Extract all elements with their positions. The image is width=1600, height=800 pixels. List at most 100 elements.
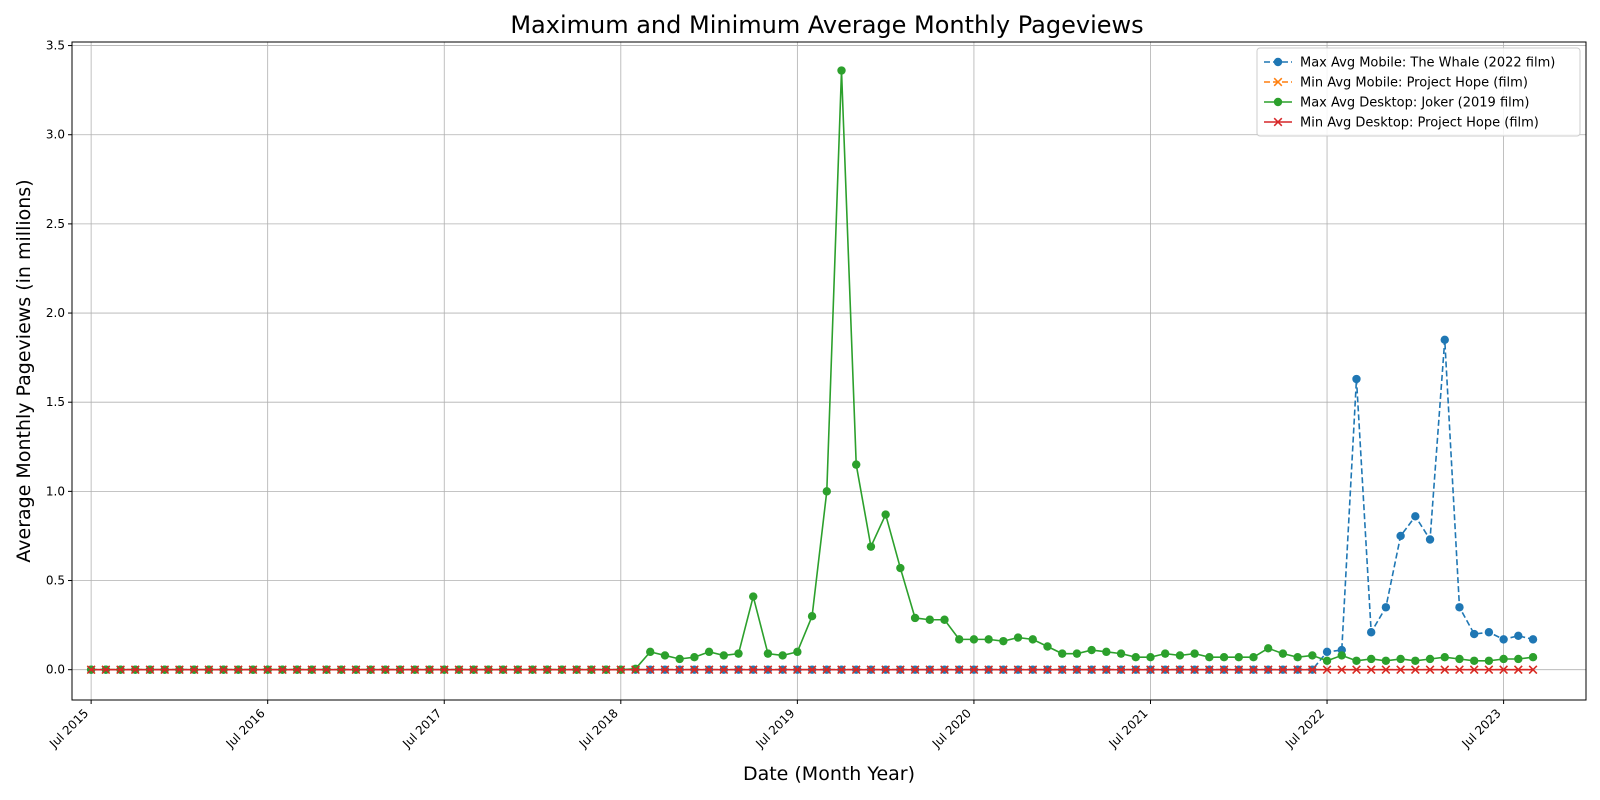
data-point [1308,651,1317,660]
data-point [1072,665,1082,675]
data-point [822,487,831,496]
data-point [1322,665,1332,675]
data-point [616,665,626,675]
data-point-stroke [1219,665,1229,675]
data-point [1043,642,1052,651]
data-point [1175,665,1185,675]
data-point [351,665,361,675]
data-point [1146,665,1155,675]
data-point [292,665,302,675]
data-point [542,665,552,675]
data-point [336,665,346,675]
data-point-stroke [189,665,199,675]
data-point-stroke [631,665,640,675]
data-point-stroke [1013,665,1023,675]
data-point-stroke [1043,665,1052,675]
data-point [1528,653,1538,662]
data-point-stroke [557,665,567,675]
y-tick-label: 2.0 [46,306,65,320]
data-point [1396,665,1405,675]
data-point [807,611,817,621]
data-point [1440,653,1449,662]
data-point [1425,665,1435,675]
data-point [704,665,714,675]
series-layer [86,66,1538,675]
data-point-stroke [778,665,787,675]
data-point [881,510,890,519]
plot-area-frame [71,41,1587,701]
data-point-stroke [1308,665,1317,675]
data-point-stroke [954,665,964,675]
data-point [484,665,493,675]
data-point-stroke [542,665,552,675]
data-point [1352,656,1361,665]
data-point-stroke [1190,665,1199,675]
data-point [837,66,846,75]
data-point [1528,635,1538,644]
data-point-stroke [660,665,670,675]
data-point [1308,665,1317,675]
data-point [1411,656,1420,665]
data-point [1396,654,1405,664]
data-point [1146,653,1155,662]
data-point-stroke [1381,665,1391,675]
data-point [116,665,125,675]
data-point [1102,647,1111,657]
data-point [1190,665,1199,675]
data-point [425,665,434,675]
data-point [1366,628,1376,637]
data-point [1366,665,1376,675]
data-point [1455,654,1464,664]
data-point [896,665,905,675]
data-point [704,647,714,657]
data-point [660,665,670,675]
data-point [645,665,655,675]
data-point-stroke [1469,665,1479,675]
data-point [896,563,905,573]
data-point [1028,665,1038,675]
data-point-stroke [999,665,1008,675]
data-point [204,665,214,675]
data-point [940,665,949,675]
data-point-stroke [454,665,464,675]
data-point [1469,656,1479,665]
data-point [1484,628,1494,637]
data-point [1116,649,1126,658]
data-point [1396,531,1405,541]
data-point [572,665,581,675]
data-point [1499,654,1508,664]
data-point [1455,665,1464,675]
data-point [1205,653,1214,662]
data-point-stroke [881,665,890,675]
data-point [1440,665,1450,675]
data-point [690,653,699,662]
data-point [1175,651,1185,660]
data-point-stroke [160,665,170,675]
data-point [690,665,699,675]
data-point [984,665,993,675]
data-point [1381,665,1391,675]
data-point-stroke [292,665,302,675]
data-point [145,665,155,675]
data-point-stroke [336,665,346,675]
data-point-stroke [1366,665,1376,675]
data-point [910,613,920,623]
data-point [1352,374,1361,384]
data-point-stroke [484,665,493,675]
data-point-stroke [704,665,714,675]
data-point-stroke [498,665,508,675]
data-point-stroke [719,665,729,675]
data-point-stroke [572,665,581,675]
data-point [1160,665,1170,675]
data-point [763,665,773,675]
data-point [866,665,876,675]
data-point-stroke [130,665,140,675]
data-point [969,635,979,644]
data-point [631,665,640,675]
data-point [130,665,140,675]
data-point-stroke [1440,665,1450,675]
data-point [1484,665,1494,675]
data-point-stroke [1513,665,1523,675]
y-tick-label: 3.0 [46,128,65,142]
data-point [587,665,596,675]
